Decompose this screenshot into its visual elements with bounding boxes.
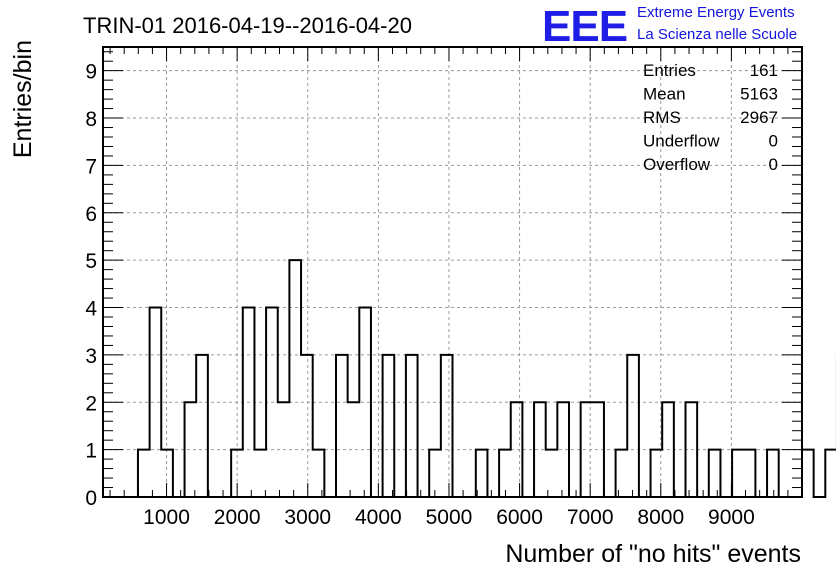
x-tick-labels: 1000 2000 3000 4000 5000 6000 7000 8000 9000 [143, 506, 755, 529]
histogram-bin [359, 308, 371, 497]
histogram-bin [266, 308, 278, 497]
histogram-bin [511, 402, 523, 497]
logo-line-1: Extreme Energy Events [637, 4, 795, 21]
x-tick-label: 6000 [496, 506, 543, 529]
histogram-bin [383, 355, 395, 497]
stats-value: 0 [769, 132, 778, 151]
y-tick-label: 6 [85, 203, 97, 226]
histogram-bin [301, 355, 313, 497]
histogram-bin [150, 308, 162, 497]
histogram-bin [627, 355, 639, 497]
y-tick-label: 7 [85, 155, 97, 178]
histogram-bin [709, 450, 721, 497]
x-tick-label: 5000 [426, 506, 473, 529]
histogram-bin [732, 450, 744, 497]
histogram-bin [744, 450, 756, 497]
histogram-bin [406, 355, 418, 497]
y-tick-label: 2 [85, 392, 97, 415]
logo-letters: EEE [542, 2, 627, 51]
histogram-bin [592, 402, 604, 497]
stats-value: 161 [750, 61, 778, 80]
stats-box: Entries 161 Mean 5163 RMS 2967 Underflow 0 Overf… [643, 61, 778, 174]
x-tick-label: 4000 [355, 506, 402, 529]
histogram-bin [254, 450, 266, 497]
x-tick-label: 2000 [214, 506, 261, 529]
grid-lines [103, 47, 802, 497]
histogram-bin [185, 402, 197, 497]
histogram-bin [429, 450, 441, 497]
plot-frame [102, 46, 803, 498]
histogram-bin [278, 402, 290, 497]
histogram-bin [825, 450, 836, 497]
histogram-bin [662, 402, 674, 497]
y-tick-label: 1 [85, 440, 97, 463]
histogram-bin [767, 450, 779, 497]
x-tick-label: 1000 [143, 506, 190, 529]
x-axis-title: Number of "no hits" events [505, 540, 801, 568]
stats-label: Mean [643, 85, 686, 104]
histogram-bin [581, 402, 593, 497]
histogram-bin [802, 450, 814, 497]
x-tick-label: 8000 [637, 506, 684, 529]
histogram-bin [138, 450, 150, 497]
histogram-bin [196, 355, 208, 497]
histogram-bin [686, 402, 698, 497]
x-tick-label: 7000 [567, 506, 614, 529]
histogram-bin [557, 402, 569, 497]
y-tick-label: 5 [85, 250, 97, 273]
histogram-bin [546, 450, 558, 497]
histogram-bin [336, 355, 348, 497]
histogram-bin [348, 402, 360, 497]
y-tick-label: 9 [85, 61, 97, 84]
histogram-bin [616, 450, 628, 497]
logo-line-2: La Scienza nelle Scuole [637, 26, 797, 43]
stats-value: 5163 [740, 85, 778, 104]
histogram-bin [289, 260, 301, 497]
x-tick-label: 3000 [284, 506, 331, 529]
stats-value: 0 [769, 155, 778, 174]
stats-value: 2967 [740, 108, 778, 127]
histogram-bin [499, 450, 511, 497]
y-tick-label: 0 [85, 487, 97, 510]
eee-logo: EEE Extreme Energy Events La Scienza nel… [542, 2, 797, 51]
stats-label: Overflow [643, 155, 711, 174]
histogram-bin [441, 355, 453, 497]
histogram-bin [476, 450, 488, 497]
x-tick-label: 9000 [708, 506, 755, 529]
histogram-outline [103, 259, 836, 498]
stats-label: Underflow [643, 132, 720, 151]
y-tick-label: 3 [85, 345, 97, 368]
histogram-bin [313, 450, 325, 497]
stats-label: RMS [643, 108, 681, 127]
axis-ticks [103, 47, 802, 497]
histogram-bin [161, 450, 173, 497]
chart-title: TRIN-01 2016-04-19--2016-04-20 [83, 13, 412, 38]
y-tick-label: 4 [85, 298, 97, 321]
stats-label: Entries [643, 61, 696, 80]
histogram-bin [534, 402, 546, 497]
y-tick-labels: 0 1 2 3 4 5 6 7 8 9 [85, 61, 97, 510]
histogram-bin [243, 308, 255, 497]
y-axis-title: Entries/bin [9, 40, 37, 158]
y-tick-label: 8 [85, 108, 97, 131]
